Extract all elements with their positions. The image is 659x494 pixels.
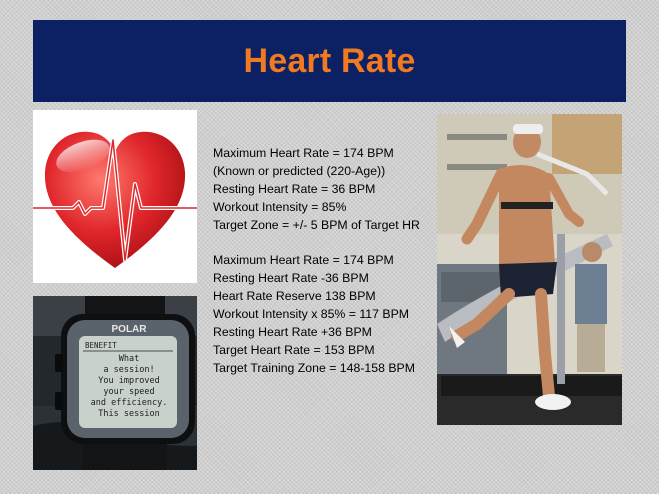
paragraph-gap bbox=[213, 234, 435, 251]
heart-rate-text: Maximum Heart Rate = 174 BPM (Known or p… bbox=[213, 144, 435, 377]
watch-line-5: and efficiency. bbox=[91, 398, 168, 408]
text-line: Maximum Heart Rate = 174 BPM bbox=[213, 253, 394, 267]
slide-title: Heart Rate bbox=[243, 41, 416, 80]
text-line: Workout Intensity x 85% = 117 BPM bbox=[213, 307, 410, 321]
text-line: (Known or predicted (220-Age)) bbox=[213, 164, 386, 178]
text-line: Workout Intensity = 85% bbox=[213, 200, 347, 214]
watch-line-6: This session bbox=[98, 409, 159, 419]
watch-line-3: You improved bbox=[98, 376, 159, 386]
title-bar: Heart Rate bbox=[33, 20, 626, 102]
text-line: Maximum Heart Rate = 174 BPM bbox=[213, 146, 394, 160]
watch-line-4: your speed bbox=[103, 387, 154, 397]
heart-ecg-icon bbox=[33, 131, 197, 268]
text-line: Resting Heart Rate +36 BPM bbox=[213, 325, 372, 339]
watch-screen-title: BENEFIT bbox=[85, 341, 117, 350]
text-line: Resting Heart Rate -36 BPM bbox=[213, 271, 369, 285]
watch-line-2: a session! bbox=[103, 365, 154, 375]
watch-image: POLAR BENEFIT What a session! You improv… bbox=[33, 296, 197, 470]
treadmill-photo bbox=[437, 114, 622, 425]
treadmill-illustration bbox=[437, 114, 622, 425]
text-line: Target Training Zone = 148-158 BPM bbox=[213, 361, 415, 375]
text-line: Resting Heart Rate = 36 BPM bbox=[213, 182, 376, 196]
heart-image bbox=[33, 110, 197, 283]
watch-brand: POLAR bbox=[112, 324, 148, 335]
watch-line-1: What bbox=[119, 354, 139, 364]
watch-illustration: POLAR BENEFIT What a session! You improv… bbox=[33, 296, 197, 470]
text-line: Heart Rate Reserve 138 BPM bbox=[213, 289, 376, 303]
text-line: Target Heart Rate = 153 BPM bbox=[213, 343, 375, 357]
text-line: Target Zone = +/- 5 BPM of Target HR bbox=[213, 218, 420, 232]
